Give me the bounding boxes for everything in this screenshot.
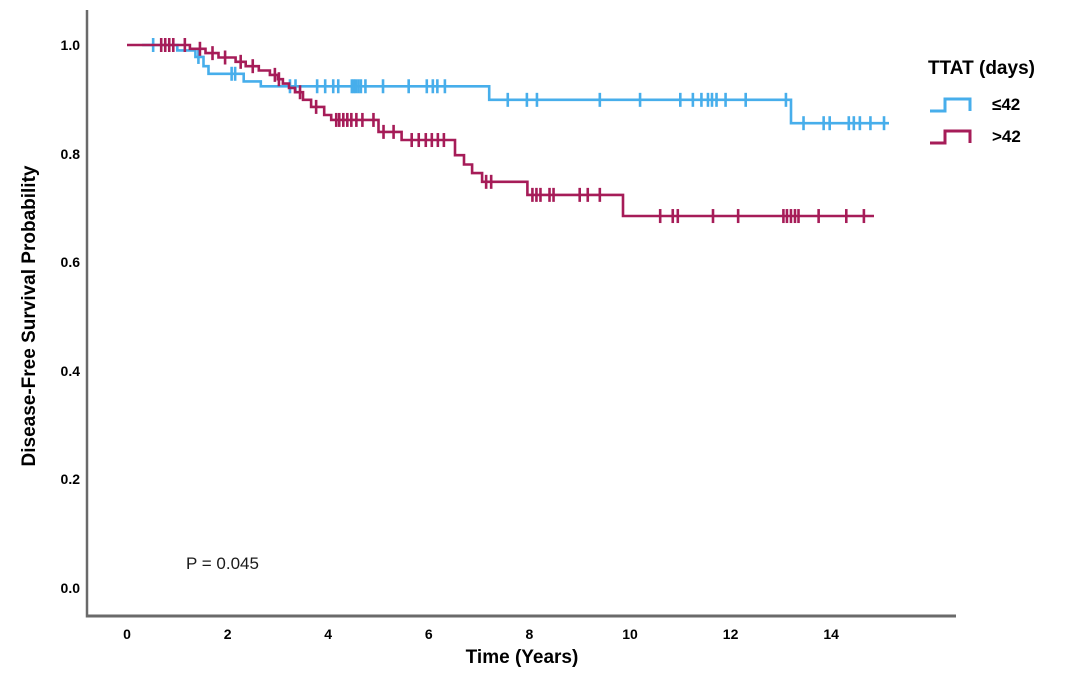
step-line-glyph-gt42 xyxy=(930,129,972,145)
x-tick-label: 14 xyxy=(823,626,839,642)
y-tick-label: 0.4 xyxy=(60,362,80,379)
legend-label-gt42: >42 xyxy=(992,127,1021,146)
legend-title: TTAT (days) xyxy=(928,58,1035,79)
legend-item-gt42: >42 xyxy=(928,126,1078,148)
y-tick-label: 0.8 xyxy=(60,145,80,162)
p-value-annotation: P = 0.045 xyxy=(186,554,259,573)
x-tick-label: 0 xyxy=(123,626,131,642)
x-tick-label: 4 xyxy=(324,626,333,642)
x-tick-label: 2 xyxy=(223,626,232,642)
x-tick-label: 8 xyxy=(525,626,534,642)
y-axis-title: Disease-Free Survival Probability xyxy=(19,165,40,467)
legend: TTAT (days) ≤42 >42 xyxy=(928,58,1078,158)
y-tick-label: 0.6 xyxy=(60,254,80,271)
legend-label-le42: ≤42 xyxy=(992,95,1021,114)
legend-item-le42: ≤42 xyxy=(928,94,1078,116)
x-tick-label: 6 xyxy=(424,626,433,642)
x-axis-title: Time (Years) xyxy=(465,647,579,668)
y-tick-label: 0.0 xyxy=(60,580,80,596)
y-tick-label: 1.0 xyxy=(60,37,80,53)
x-tick-label: 12 xyxy=(722,626,739,642)
x-tick-label: 10 xyxy=(622,626,638,642)
y-tick-label: 0.2 xyxy=(60,471,80,488)
step-line-glyph-le42 xyxy=(930,97,972,113)
km-curve-le42 xyxy=(142,43,889,125)
km-curve-gt42 xyxy=(127,43,874,218)
